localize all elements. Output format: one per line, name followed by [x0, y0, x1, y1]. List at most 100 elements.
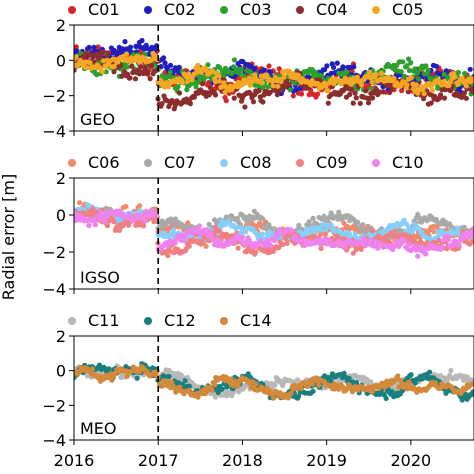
data-point: [175, 84, 181, 90]
data-point: [231, 57, 237, 63]
data-point: [362, 243, 368, 249]
data-point: [241, 73, 247, 79]
legend: C06 C07 C08 C09 C10: [68, 153, 424, 172]
data-point: [99, 69, 105, 75]
data-point: [396, 384, 402, 390]
data-point: [170, 227, 176, 233]
data-point: [215, 389, 221, 396]
data-point: [310, 215, 316, 221]
data-point: [216, 73, 222, 79]
data-point: [350, 250, 356, 256]
data-point: [375, 245, 381, 251]
data-point: [247, 69, 253, 75]
data-point: [124, 373, 130, 379]
data-point: [153, 67, 159, 74]
scatter-points: [74, 37, 474, 112]
data-point: [280, 241, 286, 248]
legend-label: C02: [164, 0, 196, 19]
data-point: [471, 86, 474, 92]
data-point: [186, 383, 192, 389]
data-point: [273, 227, 279, 233]
data-point: [264, 72, 270, 78]
data-point: [396, 227, 402, 233]
data-point: [274, 92, 280, 98]
data-point: [105, 50, 111, 56]
data-point: [109, 377, 115, 383]
data-point: [402, 238, 408, 244]
data-point: [223, 98, 229, 104]
data-point: [341, 86, 347, 93]
legend-marker: [68, 317, 76, 325]
y-tick-label: 2: [56, 169, 66, 188]
data-point: [425, 67, 431, 73]
data-point: [282, 236, 288, 242]
data-point: [423, 251, 429, 257]
axes-frame: [73, 24, 474, 132]
panel-igso: 2 0 −2 −4 IGSO C06 C07 C08 C09 C10: [42, 153, 474, 299]
data-point: [98, 209, 104, 215]
data-point: [441, 78, 447, 84]
data-point: [365, 100, 372, 106]
x-tick-label: 2020: [390, 451, 431, 470]
data-point: [237, 70, 243, 77]
data-point: [429, 87, 435, 93]
data-point: [406, 56, 412, 62]
data-point: [221, 73, 227, 79]
data-point: [212, 78, 218, 85]
data-point: [250, 99, 257, 105]
data-point: [334, 60, 340, 66]
data-point: [240, 234, 246, 240]
data-point: [347, 91, 353, 98]
data-point: [408, 60, 414, 66]
data-point: [439, 244, 445, 250]
data-point: [199, 238, 205, 244]
data-point: [235, 245, 241, 251]
panel-label: MEO: [80, 419, 117, 438]
data-point: [351, 64, 357, 70]
data-point: [293, 233, 299, 239]
data-point: [412, 243, 418, 249]
data-point: [369, 79, 375, 85]
data-point: [276, 66, 282, 72]
data-point: [242, 104, 248, 110]
data-point: [218, 239, 224, 245]
y-tick-label: −4: [42, 431, 66, 450]
data-point: [182, 237, 188, 243]
y-tick-label: −2: [42, 396, 66, 415]
data-point: [470, 229, 474, 235]
data-point: [243, 229, 249, 235]
data-point: [412, 380, 418, 386]
data-point: [204, 227, 210, 233]
data-point: [134, 375, 140, 381]
data-point: [346, 231, 353, 237]
data-point: [358, 82, 365, 88]
data-point: [87, 60, 93, 66]
data-point: [467, 66, 473, 72]
data-point: [122, 39, 128, 45]
data-point: [182, 378, 188, 384]
data-point: [318, 241, 324, 247]
data-point: [387, 89, 393, 96]
data-point: [89, 366, 95, 372]
data-point: [416, 76, 422, 82]
data-point: [340, 384, 346, 390]
data-point: [471, 390, 474, 396]
legend-label: C03: [240, 0, 272, 19]
data-point: [284, 240, 290, 246]
panel-geo: 2 0 −2 −4 GEO C01 C02 C03 C04 C05: [42, 0, 474, 141]
data-point: [127, 75, 133, 81]
data-point: [231, 64, 237, 70]
data-point: [358, 246, 364, 252]
data-point: [162, 60, 168, 66]
data-point: [471, 239, 474, 245]
data-point: [389, 389, 395, 395]
data-point: [166, 374, 172, 380]
data-point: [413, 82, 419, 88]
data-point: [401, 217, 407, 223]
data-point: [148, 62, 154, 68]
data-point: [212, 382, 218, 388]
data-point: [315, 91, 321, 97]
data-point: [464, 374, 470, 380]
data-point: [286, 81, 292, 87]
data-point: [408, 75, 414, 81]
